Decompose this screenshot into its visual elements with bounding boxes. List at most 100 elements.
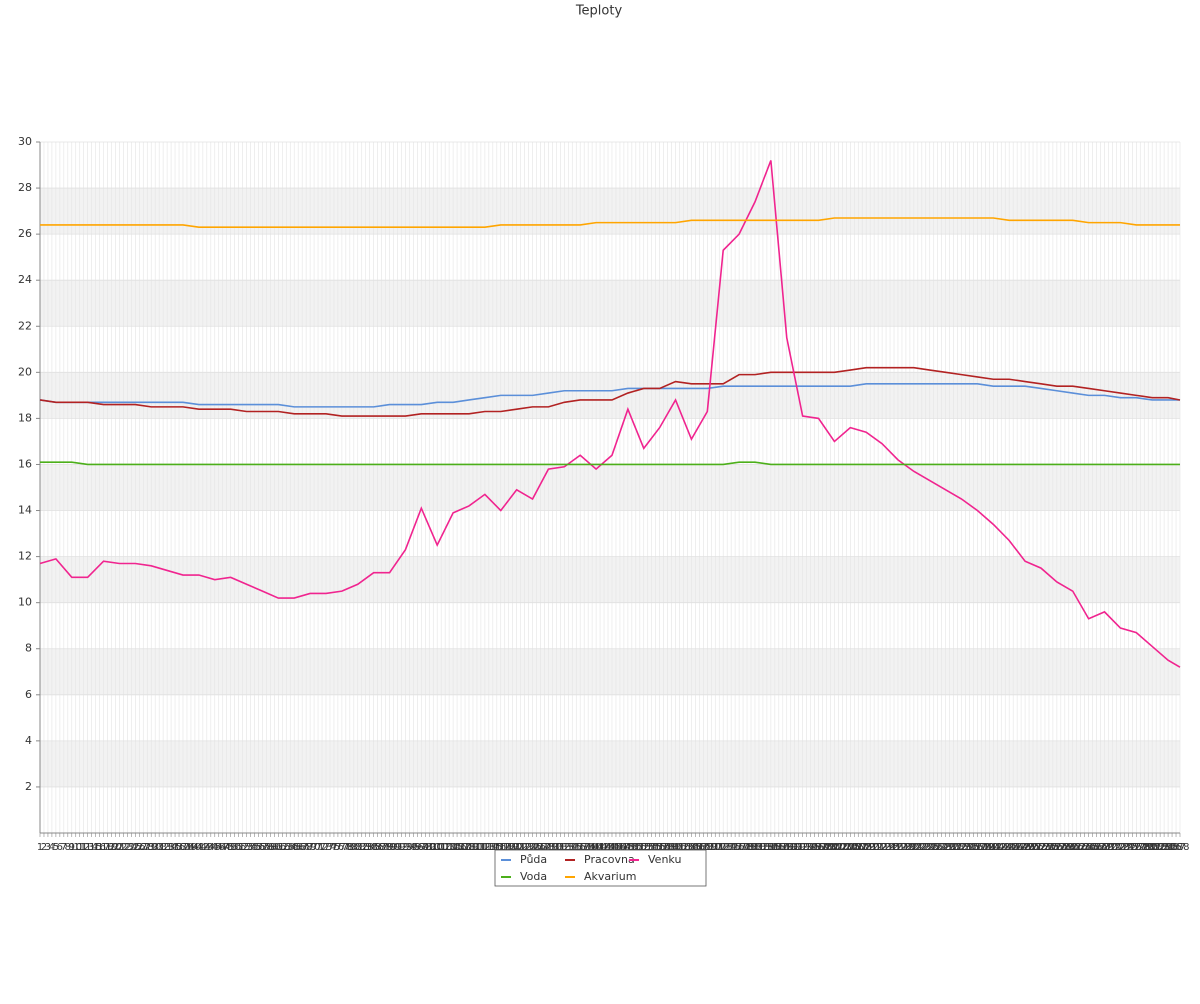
x-tick-label: 196: [805, 842, 824, 853]
x-tick-label: 169: [698, 842, 717, 853]
series-line: [39, 366, 1181, 417]
x-tick-label: 182: [749, 842, 768, 853]
x-tick-label: 152: [630, 842, 649, 853]
x-tick-label: 162: [670, 842, 689, 853]
x-tick-label: 248: [1012, 842, 1031, 853]
y-tick-label: 4: [25, 734, 32, 747]
x-tick-label: 175: [722, 842, 741, 853]
y-tick-label: 16: [18, 457, 32, 470]
x-tick-label: 225: [920, 842, 939, 853]
x-tick-label: 149: [618, 842, 637, 853]
x-tick-label: 229: [936, 842, 955, 853]
x-tick-label: 79: [343, 842, 356, 853]
x-tick-label: 273: [1111, 842, 1130, 853]
x-tick-label: 30: [149, 842, 162, 853]
legend-label: Pracovna: [584, 853, 635, 866]
x-tick-label: 237: [968, 842, 987, 853]
x-tick-label: 123: [515, 842, 534, 853]
x-tick-label: 147: [610, 842, 629, 853]
x-tick-label: 54: [244, 842, 257, 853]
x-tick-label: 117: [491, 842, 510, 853]
x-tick-label: 288: [1170, 842, 1189, 853]
x-tick-label: 13: [81, 842, 94, 853]
x-tick-label: 50: [228, 842, 241, 853]
x-tick-label: 84: [363, 842, 376, 853]
x-tick-label: 39: [185, 842, 198, 853]
x-tick-label: 178: [734, 842, 753, 853]
x-tick-label: 29: [145, 842, 158, 853]
x-tick-label: 136: [567, 842, 586, 853]
x-tick-label: 107: [451, 842, 470, 853]
x-tick-label: 166: [686, 842, 705, 853]
x-tick-label: 214: [877, 842, 896, 853]
x-tick-label: 245: [1000, 842, 1019, 853]
grid-band: [40, 464, 1180, 511]
x-tick-label: 38: [181, 842, 194, 853]
x-tick-label: 254: [1035, 842, 1054, 853]
x-tick-label: 128: [535, 842, 554, 853]
x-tick-label: 6: [57, 842, 63, 853]
x-tick-label: 274: [1115, 842, 1134, 853]
x-tick-label: 251: [1023, 842, 1042, 853]
y-tick-label: 8: [25, 642, 32, 655]
x-tick-label: 191: [785, 842, 804, 853]
x-tick-label: 148: [614, 842, 633, 853]
x-tick-label: 105: [444, 842, 463, 853]
x-tick-label: 73: [320, 842, 333, 853]
x-tick-label: 44: [204, 842, 217, 853]
x-tick-label: 197: [809, 842, 828, 853]
x-tick-label: 82: [355, 842, 368, 853]
legend-label: Voda: [520, 870, 547, 883]
x-tick-label: 60: [268, 842, 281, 853]
x-tick-label: 138: [575, 842, 594, 853]
x-tick-label: 144: [598, 842, 617, 853]
x-tick-label: 3: [45, 842, 51, 853]
x-tick-label: 57: [256, 842, 269, 853]
x-tick-label: 226: [924, 842, 943, 853]
x-tick-label: 35: [169, 842, 182, 853]
x-tick-label: 163: [674, 842, 693, 853]
x-tick-label: 209: [857, 842, 876, 853]
x-tick-label: 176: [726, 842, 745, 853]
x-tick-label: 202: [829, 842, 848, 853]
x-tick-label: 31: [153, 842, 166, 853]
x-tick-label: 101: [428, 842, 447, 853]
x-tick-label: 113: [475, 842, 494, 853]
x-tick-label: 220: [900, 842, 919, 853]
x-tick-label: 135: [563, 842, 582, 853]
x-tick-label: 255: [1039, 842, 1058, 853]
x-tick-label: 68: [300, 842, 313, 853]
grid-band: [40, 280, 1180, 327]
x-tick-label: 239: [976, 842, 995, 853]
x-tick-label: 27: [137, 842, 150, 853]
x-tick-label: 194: [797, 842, 816, 853]
x-tick-label: 222: [908, 842, 927, 853]
x-tick-label: 46: [212, 842, 225, 853]
x-tick-label: 164: [678, 842, 697, 853]
x-tick-label: 177: [730, 842, 749, 853]
x-tick-label: 55: [248, 842, 261, 853]
x-tick-label: 217: [888, 842, 907, 853]
x-tick-label: 93: [399, 842, 412, 853]
x-tick-label: 94: [403, 842, 416, 853]
x-tick-label: 133: [555, 842, 574, 853]
x-tick-label: 143: [594, 842, 613, 853]
x-tick-label: 171: [706, 842, 725, 853]
x-tick-label: 18: [101, 842, 114, 853]
y-tick-label: 26: [18, 227, 32, 240]
x-tick-label: 86: [371, 842, 384, 853]
grid-band: [40, 740, 1180, 787]
x-tick-label: 218: [892, 842, 911, 853]
x-tick-label: 72: [316, 842, 329, 853]
x-tick-label: 22: [117, 842, 130, 853]
x-tick-label: 25: [129, 842, 142, 853]
x-tick-label: 2: [41, 842, 47, 853]
x-tick-label: 154: [638, 842, 657, 853]
x-tick-label: 216: [884, 842, 903, 853]
x-tick-label: 140: [583, 842, 602, 853]
x-tick-label: 247: [1008, 842, 1027, 853]
x-tick-label: 24: [125, 842, 138, 853]
x-tick-label: 95: [407, 842, 420, 853]
x-tick-label: 134: [559, 842, 578, 853]
y-tick-label: 10: [18, 596, 32, 609]
